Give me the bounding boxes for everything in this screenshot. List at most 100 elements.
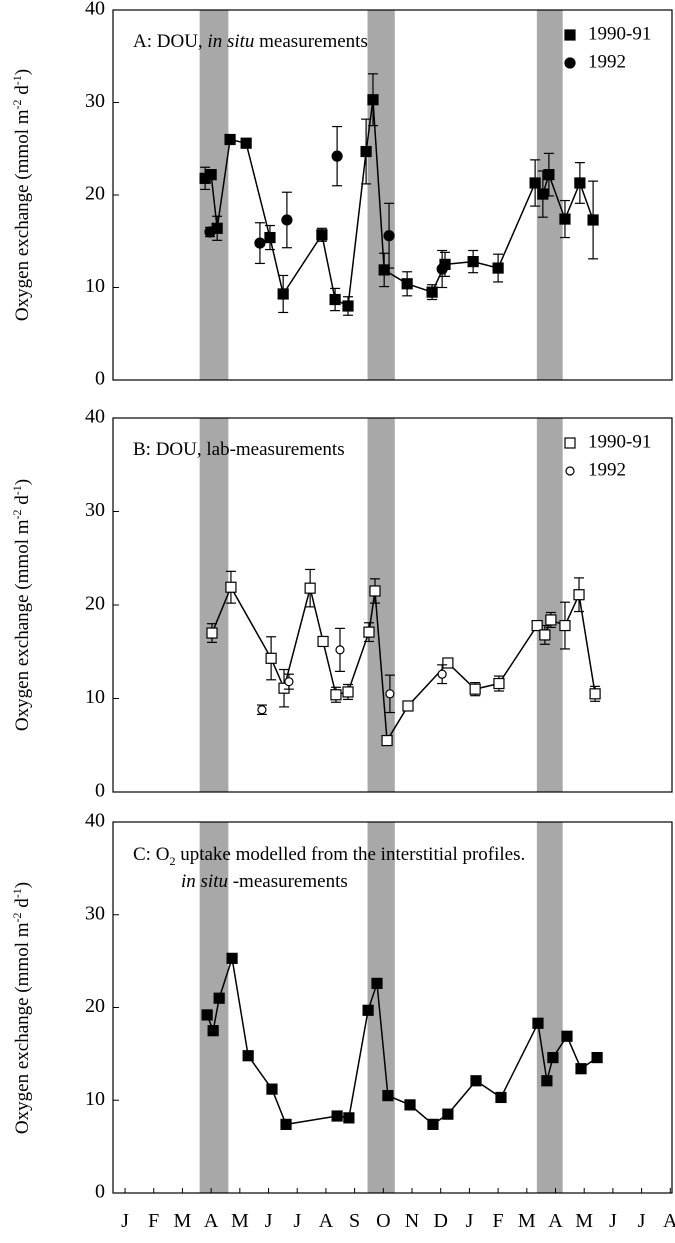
label-part: ) xyxy=(12,479,33,485)
y-tick-label: 30 xyxy=(85,499,105,521)
legend-marker xyxy=(564,57,576,69)
label-part: d xyxy=(12,85,33,100)
label-part: Oxygen exchange (mmol m xyxy=(12,519,33,731)
marker xyxy=(492,262,504,274)
x-tick-label: M xyxy=(575,1210,593,1232)
x-tick-label: J xyxy=(265,1210,273,1232)
marker xyxy=(442,657,454,669)
legend-label: 1990-91 xyxy=(588,23,651,44)
shade-layer xyxy=(199,10,563,1193)
marker xyxy=(547,1051,559,1064)
y-tick-label: 20 xyxy=(85,995,105,1017)
marker xyxy=(226,952,238,964)
marker xyxy=(404,1099,416,1111)
x-tick-label: F xyxy=(148,1210,159,1232)
marker xyxy=(281,214,293,226)
shaded-span xyxy=(536,822,563,1193)
marker xyxy=(559,213,571,225)
label-part: -1 xyxy=(10,75,24,85)
y-tick-label: 40 xyxy=(85,0,105,20)
marker xyxy=(240,137,252,149)
y-tick-label: 40 xyxy=(85,406,105,428)
legend-marker xyxy=(564,29,576,41)
marker xyxy=(284,677,294,687)
marker xyxy=(574,177,586,189)
x-tick-label: A xyxy=(204,1210,219,1232)
y-axis-label: Oxygen exchange (mmol m-2 d-1) xyxy=(10,69,33,321)
marker xyxy=(257,705,267,715)
marker xyxy=(331,1110,343,1122)
marker xyxy=(316,229,328,241)
y-tick-label: 30 xyxy=(85,902,105,924)
marker xyxy=(541,1075,553,1087)
marker xyxy=(317,635,329,648)
marker xyxy=(469,683,481,695)
marker xyxy=(225,581,237,593)
marker xyxy=(437,669,447,679)
marker xyxy=(330,689,342,701)
marker xyxy=(591,1051,603,1064)
marker xyxy=(264,231,276,244)
marker xyxy=(304,582,316,594)
x-tick-label: O xyxy=(376,1210,390,1232)
label-part: ) xyxy=(12,882,33,888)
marker xyxy=(531,619,543,632)
title-part: A: DOU, xyxy=(133,31,207,52)
marker xyxy=(207,1025,219,1037)
y-tick-label: 0 xyxy=(95,1181,105,1203)
marker xyxy=(561,1030,573,1042)
x-tick-label: S xyxy=(349,1210,360,1232)
x-tick-label: D xyxy=(433,1210,447,1232)
title-part: C: O xyxy=(133,844,169,865)
marker xyxy=(224,133,236,146)
legend-marker xyxy=(565,466,575,476)
marker xyxy=(539,629,551,641)
marker xyxy=(335,645,345,655)
marker xyxy=(331,150,343,162)
title-part: -measurements xyxy=(228,871,348,892)
marker xyxy=(329,293,341,306)
label-part: d xyxy=(12,898,33,913)
label-part: d xyxy=(12,495,33,510)
y-tick-label: 20 xyxy=(85,593,105,615)
panel-title: in situ -measurements xyxy=(181,871,348,892)
label-part: -2 xyxy=(10,912,24,922)
marker xyxy=(378,264,390,276)
panel-title: C: O2 uptake modelled from the interstit… xyxy=(133,844,525,868)
marker xyxy=(242,1050,254,1062)
title-part: uptake modelled from the interstitial pr… xyxy=(175,844,525,865)
marker xyxy=(205,169,217,181)
panel-title: A: DOU, in situ measurements xyxy=(133,31,368,52)
legend-marker xyxy=(564,437,576,449)
marker xyxy=(426,286,438,298)
marker xyxy=(402,700,414,712)
marker xyxy=(529,177,541,189)
x-tick-label: J xyxy=(638,1210,646,1232)
marker xyxy=(559,619,571,632)
y-axis-label: Oxygen exchange (mmol m-2 d-1) xyxy=(10,479,33,731)
marker xyxy=(401,278,413,290)
marker xyxy=(383,230,395,242)
shaded-span xyxy=(367,10,395,380)
marker xyxy=(427,1118,439,1130)
label-part: Oxygen exchange (mmol m xyxy=(12,922,33,1134)
x-tick-label: N xyxy=(405,1210,419,1232)
marker xyxy=(589,688,601,700)
marker xyxy=(342,300,354,312)
marker xyxy=(573,589,585,601)
y-tick-label: 0 xyxy=(95,780,105,802)
y-tick-label: 0 xyxy=(95,368,105,390)
marker xyxy=(367,94,379,106)
label-part: -2 xyxy=(10,509,24,519)
x-tick-label: J xyxy=(609,1210,617,1232)
marker xyxy=(537,188,549,200)
shaded-span xyxy=(367,418,395,792)
marker xyxy=(371,977,383,989)
x-tick-label: F xyxy=(493,1210,504,1232)
marker xyxy=(545,614,557,626)
title-part: measurements xyxy=(254,31,367,52)
x-tick-label: A xyxy=(548,1210,563,1232)
x-tick-label: M xyxy=(174,1210,192,1232)
marker xyxy=(381,734,393,747)
